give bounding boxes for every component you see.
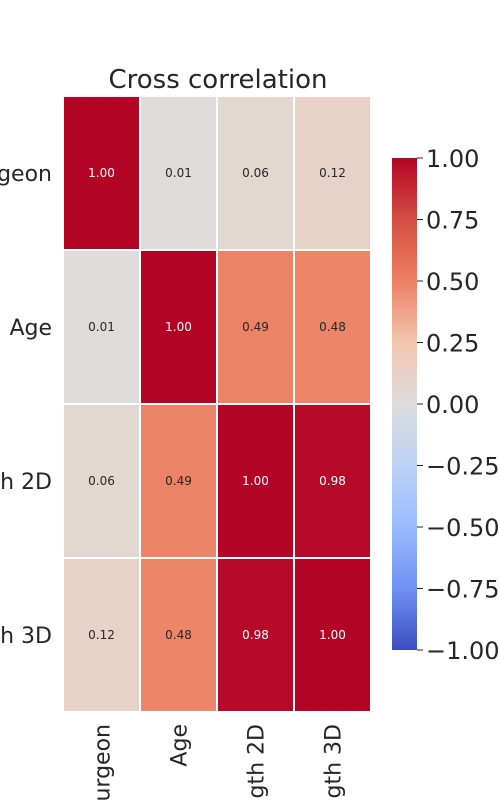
heatmap-cell <box>62 95 141 251</box>
heatmap-cell <box>293 95 372 251</box>
colorbar-tick-label: 0.00 <box>426 391 479 419</box>
cell-value-label: 0.01 <box>88 320 115 334</box>
cell-value-label: 0.49 <box>165 474 192 488</box>
cell-value-label: 0.12 <box>319 166 346 180</box>
cell-value-label: 0.06 <box>88 474 115 488</box>
col-tick-label: urgeon <box>91 724 116 800</box>
col-tick-label: gth 3D <box>322 724 347 798</box>
row-tick-labels: geon Age h 2D h 3D <box>0 162 52 649</box>
heatmap-cell <box>293 557 372 713</box>
col-tick-label: Age <box>168 724 193 767</box>
colorbar-tick-label: 1.00 <box>426 145 479 173</box>
colorbar-tick-label: 0.75 <box>426 207 479 235</box>
cell-value-label: 1.00 <box>319 628 346 642</box>
row-tick-label: geon <box>0 162 52 187</box>
heatmap-cell <box>139 95 218 251</box>
colorbar-tick-label: 0.25 <box>426 330 479 358</box>
colorbar-tick-label: −0.25 <box>426 453 500 481</box>
heatmap-cell <box>139 557 218 713</box>
colorbar-tick-label: −0.50 <box>426 514 500 542</box>
col-tick-label: gth 2D <box>245 724 270 798</box>
row-tick-label: h 3D <box>0 624 52 649</box>
row-tick-label: Age <box>9 316 52 341</box>
heatmap-cell <box>293 403 372 559</box>
row-tick-label: h 2D <box>0 470 52 495</box>
cell-value-label: 0.98 <box>319 474 346 488</box>
heatmap-cell <box>139 249 218 405</box>
cell-value-label: 1.00 <box>88 166 115 180</box>
chart-title: Cross correlation <box>108 65 327 95</box>
heatmap-cell <box>139 403 218 559</box>
cell-value-label: 0.98 <box>242 628 269 642</box>
cell-value-label: 1.00 <box>242 474 269 488</box>
colorbar-tick-label: −0.75 <box>426 576 500 604</box>
cell-value-label: 0.06 <box>242 166 269 180</box>
cell-value-label: 0.49 <box>242 320 269 334</box>
colorbar <box>392 158 417 650</box>
cell-value-label: 0.48 <box>165 628 192 642</box>
cell-value-label: 0.01 <box>165 166 192 180</box>
cell-value-label: 0.48 <box>319 320 346 334</box>
cell-value-label: 1.00 <box>165 320 192 334</box>
heatmap-cells: 1.00 0.01 0.06 0.12 0.01 1.00 0.49 0.48 0.06 0.49… <box>62 95 372 713</box>
heatmap-cell <box>293 249 372 405</box>
colorbar-tick-label: 0.50 <box>426 268 479 296</box>
cell-value-label: 0.12 <box>88 628 115 642</box>
colorbar-ticks: 1.00 0.75 0.50 0.25 0.00 −0.25 −0.50 −0.75 −1.00 <box>417 145 500 665</box>
col-tick-labels: urgeon Age gth 2D gth 3D <box>91 724 347 800</box>
heatmap-cell <box>62 557 141 713</box>
colorbar-tick-label: −1.00 <box>426 637 500 665</box>
heatmap-cell <box>216 95 295 251</box>
